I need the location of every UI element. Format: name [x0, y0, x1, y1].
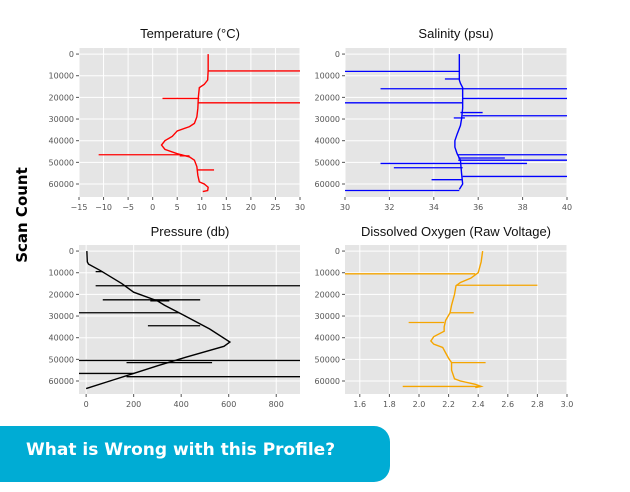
- salinity-series: [345, 54, 567, 192]
- temperature-y-tick-label: 40000: [49, 137, 74, 146]
- temperature-x-tick-label: −5: [122, 203, 134, 212]
- salinity-x-tick-label: 30: [340, 203, 350, 212]
- banner-text: What is Wrong with this Profile?: [26, 440, 336, 460]
- pressure-series: [79, 251, 300, 390]
- salinity-y-tick-label: 0: [335, 50, 340, 59]
- oxygen-y-tick-label: 60000: [315, 377, 340, 386]
- salinity-x-tick-label: 40: [562, 203, 572, 212]
- salinity-plot-area: [345, 48, 567, 197]
- salinity-y-tick-label: 50000: [315, 158, 340, 167]
- oxygen-x-tick-label: 2.8: [531, 400, 544, 409]
- oxygen-y-tick-label: 40000: [315, 334, 340, 343]
- question-banner: What is Wrong with this Profile?: [0, 426, 390, 482]
- temperature-x-tick-label: 0: [150, 203, 155, 212]
- temperature-chart: −15 −10 −5 0 5 10 15 20 25 30 0 10000 20000 30000 4000…: [49, 48, 305, 212]
- temperature-x-tick-label: 5: [175, 203, 180, 212]
- pressure-y-tick-label: 50000: [49, 355, 74, 364]
- chart-title-pressure: Pressure (db): [150, 224, 230, 239]
- chart-title-oxygen: Dissolved Oxygen (Raw Voltage): [360, 224, 552, 239]
- temperature-x-tick-label: 15: [221, 203, 231, 212]
- pressure-y-tick-label: 30000: [49, 312, 74, 321]
- temperature-y-tick-label: 50000: [49, 158, 74, 167]
- temperature-x-tick-label: 30: [295, 203, 305, 212]
- salinity-profile-line: [454, 54, 464, 190]
- oxygen-series: [345, 250, 538, 389]
- pressure-y-tick-label: 60000: [49, 377, 74, 386]
- temperature-x-tick-label: 25: [270, 203, 280, 212]
- pressure-profile-line: [85, 251, 232, 390]
- temperature-y-tick-label: 30000: [49, 115, 74, 124]
- temperature-y-tick-label: 0: [69, 50, 74, 59]
- oxygen-x-tick-label: 1.8: [383, 400, 396, 409]
- pressure-y-tick-label: 40000: [49, 334, 74, 343]
- oxygen-plot-area: [345, 245, 567, 394]
- chart-title-temperature: Temperature (°C): [140, 26, 240, 41]
- oxygen-y-tick-label: 30000: [315, 312, 340, 321]
- salinity-x-tick-label: 38: [518, 203, 528, 212]
- pressure-y-tick-label: 0: [69, 247, 74, 256]
- salinity-x-tick-label: 34: [429, 203, 439, 212]
- pressure-chart: 0 200 400 600 800 0 10000 20000 30000 40000 50000 6…: [49, 245, 300, 409]
- salinity-y-tick-label: 10000: [315, 72, 340, 81]
- pressure-x-tick-label: 800: [269, 400, 284, 409]
- temperature-x-tick-label: −15: [71, 203, 88, 212]
- pressure-y-tick-label: 20000: [49, 290, 74, 299]
- salinity-x-tick-label: 32: [384, 203, 394, 212]
- pressure-x-tick-label: 200: [126, 400, 141, 409]
- pressure-x-tick-label: 0: [84, 400, 89, 409]
- oxygen-x-tick-label: 1.6: [353, 400, 366, 409]
- temperature-x-tick-label: 20: [246, 203, 256, 212]
- oxygen-chart: 1.6 1.8 2.0 2.2 2.4 2.6 2.8 3.0 0 10000 20000 30000…: [315, 245, 574, 409]
- pressure-x-tick-label: 600: [221, 400, 236, 409]
- temperature-profile-line: [160, 54, 209, 193]
- salinity-chart: 30 32 34 36 38 40 0 10000 20000 30000 40000 50000 60…: [315, 48, 572, 212]
- oxygen-x-tick-label: 2.6: [501, 400, 514, 409]
- salinity-y-tick-label: 30000: [315, 115, 340, 124]
- oxygen-y-tick-label: 0: [335, 247, 340, 256]
- pressure-x-tick-label: 400: [174, 400, 189, 409]
- oxygen-y-tick-label: 20000: [315, 290, 340, 299]
- oxygen-x-tick-label: 3.0: [561, 400, 574, 409]
- temperature-y-tick-label: 60000: [49, 180, 74, 189]
- temperature-x-tick-label: 10: [197, 203, 207, 212]
- temperature-y-tick-label: 10000: [49, 72, 74, 81]
- salinity-y-tick-label: 60000: [315, 180, 340, 189]
- salinity-y-tick-label: 20000: [315, 93, 340, 102]
- temperature-y-tick-label: 20000: [49, 93, 74, 102]
- pressure-plot-area: [79, 245, 300, 394]
- temperature-plot-area: [79, 48, 300, 197]
- oxygen-y-tick-label: 10000: [315, 269, 340, 278]
- oxygen-x-tick-label: 2.4: [472, 400, 485, 409]
- temperature-x-tick-label: −10: [95, 203, 112, 212]
- oxygen-y-tick-label: 50000: [315, 355, 340, 364]
- oxygen-profile-line: [429, 250, 484, 389]
- oxygen-x-tick-label: 2.0: [413, 400, 426, 409]
- pressure-y-tick-label: 10000: [49, 269, 74, 278]
- oxygen-x-tick-label: 2.2: [442, 400, 455, 409]
- chart-title-salinity: Salinity (psu): [418, 26, 494, 41]
- salinity-y-tick-label: 40000: [315, 137, 340, 146]
- temperature-series: [98, 54, 300, 193]
- salinity-x-tick-label: 36: [473, 203, 483, 212]
